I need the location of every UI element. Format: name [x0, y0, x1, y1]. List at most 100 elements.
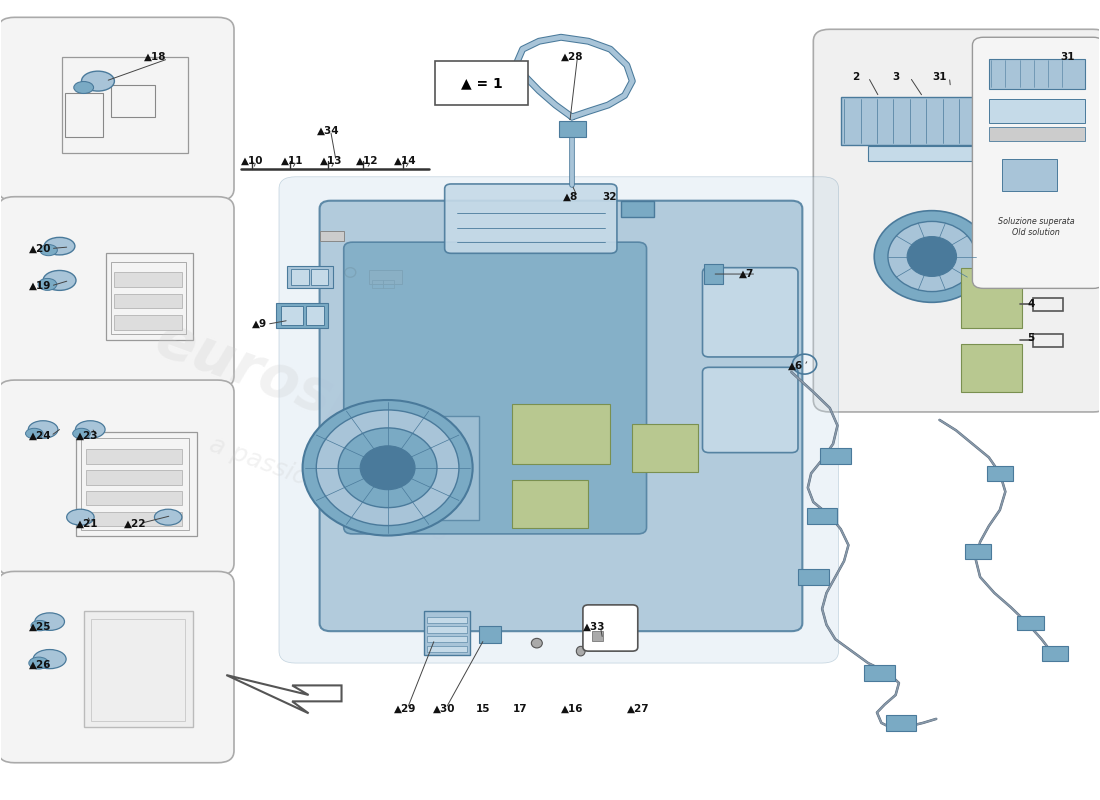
FancyBboxPatch shape	[703, 268, 798, 357]
Ellipse shape	[76, 421, 106, 438]
Ellipse shape	[31, 621, 48, 630]
FancyBboxPatch shape	[813, 30, 1100, 412]
Bar	[512, 480, 588, 527]
Bar	[592, 631, 603, 641]
Bar	[287, 266, 332, 288]
Bar	[434, 61, 528, 105]
Ellipse shape	[154, 510, 182, 525]
Bar	[1018, 616, 1044, 630]
Bar	[424, 611, 470, 655]
Bar	[632, 424, 698, 472]
Text: ▲19: ▲19	[29, 281, 52, 291]
Text: 31: 31	[932, 72, 946, 82]
Text: ▲22: ▲22	[124, 518, 146, 529]
Text: ▲14: ▲14	[394, 156, 417, 166]
Bar	[427, 636, 466, 642]
Ellipse shape	[29, 421, 58, 438]
FancyBboxPatch shape	[583, 605, 638, 651]
Text: ▲25: ▲25	[29, 622, 52, 632]
Text: ▲8: ▲8	[563, 192, 579, 202]
FancyBboxPatch shape	[0, 18, 234, 201]
Text: ▲18: ▲18	[144, 52, 166, 62]
FancyBboxPatch shape	[703, 367, 798, 453]
Text: 15: 15	[475, 703, 490, 714]
Bar	[114, 273, 183, 286]
FancyBboxPatch shape	[279, 177, 838, 663]
Text: ▲29: ▲29	[394, 703, 417, 714]
Bar	[965, 544, 991, 558]
Bar	[559, 121, 586, 137]
Bar	[989, 98, 1086, 122]
Bar	[111, 85, 155, 117]
FancyBboxPatch shape	[0, 197, 234, 388]
FancyBboxPatch shape	[972, 38, 1100, 288]
Bar	[91, 619, 185, 722]
Bar	[806, 508, 837, 523]
Bar	[961, 344, 1022, 392]
Text: 32: 32	[603, 192, 617, 202]
Ellipse shape	[67, 510, 95, 525]
Ellipse shape	[40, 245, 57, 256]
Ellipse shape	[888, 222, 976, 291]
Bar	[86, 450, 183, 464]
Text: 5: 5	[1027, 333, 1034, 343]
Ellipse shape	[338, 428, 437, 508]
Text: ▲26: ▲26	[29, 660, 52, 670]
Bar	[427, 646, 466, 652]
Text: 17: 17	[513, 703, 527, 714]
Ellipse shape	[74, 82, 94, 94]
Ellipse shape	[360, 446, 415, 490]
Text: ▲21: ▲21	[76, 518, 99, 529]
Bar	[320, 231, 343, 241]
Text: 4: 4	[1027, 299, 1035, 310]
Text: 3: 3	[892, 72, 900, 82]
Bar	[1033, 298, 1064, 310]
Bar	[86, 491, 183, 506]
Bar	[114, 294, 183, 308]
Bar	[1033, 334, 1064, 346]
Bar	[427, 617, 466, 623]
Bar	[961, 269, 1022, 328]
Ellipse shape	[43, 270, 76, 290]
Text: ▲24: ▲24	[29, 431, 52, 441]
Bar	[840, 97, 989, 145]
Bar	[372, 281, 383, 288]
FancyBboxPatch shape	[444, 184, 617, 254]
Bar	[276, 302, 329, 328]
Text: ▲16: ▲16	[561, 703, 583, 714]
Ellipse shape	[39, 278, 57, 290]
Bar	[427, 626, 466, 633]
Bar	[1042, 646, 1068, 661]
Bar	[76, 432, 197, 535]
FancyBboxPatch shape	[0, 571, 234, 762]
Bar	[864, 665, 894, 681]
Ellipse shape	[25, 428, 43, 438]
Ellipse shape	[35, 613, 65, 630]
Bar	[292, 270, 309, 286]
Text: ▲27: ▲27	[627, 703, 649, 714]
Text: ▲20: ▲20	[29, 243, 52, 254]
Bar	[383, 281, 394, 288]
Ellipse shape	[81, 71, 114, 91]
Text: ▲13: ▲13	[320, 156, 342, 166]
Bar	[282, 306, 304, 325]
Text: ▲9: ▲9	[252, 319, 266, 330]
Text: a passion for driving: a passion for driving	[207, 433, 454, 542]
Text: ▲30: ▲30	[432, 703, 455, 714]
Ellipse shape	[908, 237, 957, 277]
Bar	[114, 315, 183, 330]
FancyBboxPatch shape	[320, 201, 802, 631]
Bar	[111, 262, 186, 334]
Text: ▲28: ▲28	[561, 52, 583, 62]
Bar	[65, 93, 103, 137]
Text: ▲23: ▲23	[76, 431, 99, 441]
Ellipse shape	[73, 428, 90, 438]
Bar	[820, 448, 850, 464]
Bar	[989, 126, 1086, 141]
Bar	[106, 253, 194, 340]
Text: Soluzione superata
Old solution: Soluzione superata Old solution	[998, 217, 1075, 238]
Bar	[62, 57, 188, 153]
Bar	[478, 626, 500, 643]
Bar	[989, 58, 1086, 89]
Text: ▲34: ▲34	[318, 126, 340, 135]
